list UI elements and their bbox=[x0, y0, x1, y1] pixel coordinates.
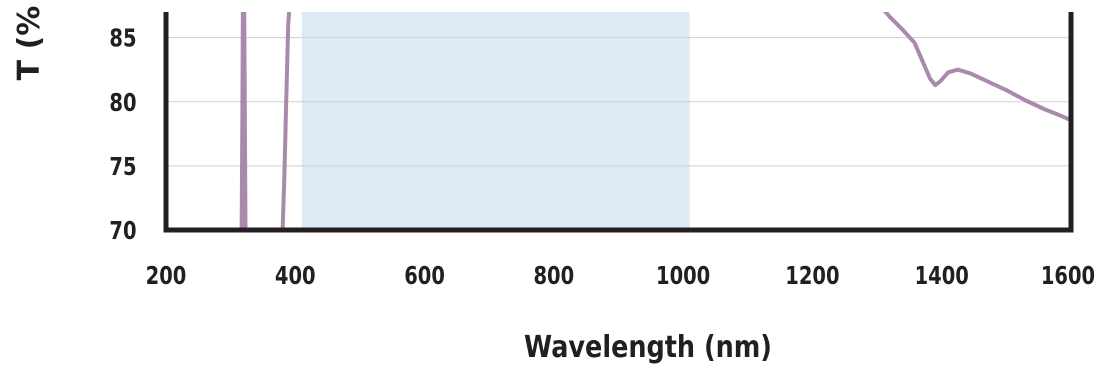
y-tick-label: 70 bbox=[109, 217, 136, 246]
x-tick-label: 1200 bbox=[785, 262, 839, 291]
x-tick-label: 400 bbox=[275, 262, 316, 291]
y-axis-title: T (% bbox=[12, 6, 47, 81]
series-layer bbox=[239, 12, 1070, 230]
y-tick-label: 80 bbox=[109, 88, 136, 117]
y-tick-label: 75 bbox=[109, 153, 136, 182]
series-line bbox=[239, 12, 1070, 230]
x-tick-label: 1000 bbox=[656, 262, 710, 291]
x-tick-label: 1600 bbox=[1041, 262, 1095, 291]
highlight-band bbox=[301, 12, 690, 230]
y-tick-labels: 70 75 80 85 bbox=[109, 24, 136, 245]
x-axis-title: Wavelength (nm) bbox=[524, 329, 772, 365]
x-tick-label: 200 bbox=[146, 262, 187, 291]
x-tick-label: 800 bbox=[534, 262, 575, 291]
x-tick-label: 1400 bbox=[915, 262, 969, 291]
plot-frame bbox=[163, 12, 1074, 233]
grid-lines bbox=[166, 37, 1071, 167]
x-tick-label: 600 bbox=[404, 262, 445, 291]
y-tick-label: 85 bbox=[109, 24, 136, 53]
x-tick-labels: 200 400 600 800 1000 1200 1400 1600 bbox=[146, 262, 1095, 291]
